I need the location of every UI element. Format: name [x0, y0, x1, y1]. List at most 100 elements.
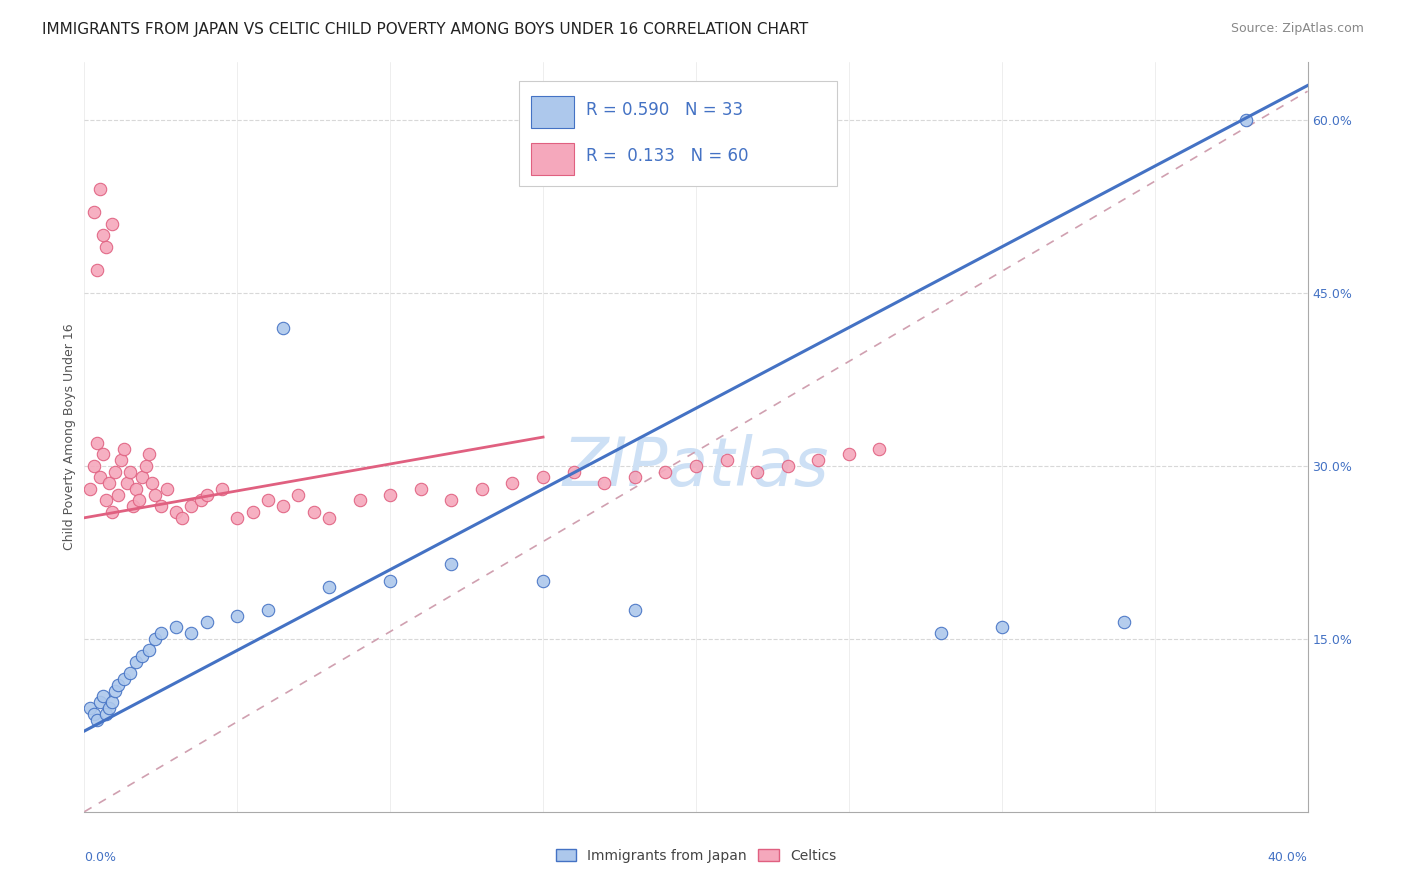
Point [94, 493, 117, 508]
Point [838, 447, 860, 461]
Point [149, 626, 172, 640]
Point [89, 695, 111, 709]
Text: IMMIGRANTS FROM JAPAN VS CELTIC CHILD POVERTY AMONG BOYS UNDER 16 CORRELATION CH: IMMIGRANTS FROM JAPAN VS CELTIC CHILD PO… [42, 22, 808, 37]
Point [94, 240, 117, 254]
Point [86, 713, 108, 727]
Point [97, 701, 120, 715]
Text: R = 0.590   N = 33: R = 0.590 N = 33 [586, 101, 742, 119]
Point [120, 666, 142, 681]
Point [531, 574, 554, 589]
Point [409, 482, 432, 496]
Point [242, 505, 264, 519]
Point [101, 505, 124, 519]
Point [211, 482, 233, 496]
Point [226, 608, 249, 623]
Point [141, 476, 163, 491]
Point [991, 620, 1014, 634]
Point [195, 615, 218, 629]
Point [502, 476, 524, 491]
Point [716, 453, 738, 467]
Point [190, 493, 212, 508]
Point [112, 672, 135, 686]
Point [83, 706, 105, 721]
Text: Source: ZipAtlas.com: Source: ZipAtlas.com [1230, 22, 1364, 36]
Point [135, 458, 157, 473]
Point [122, 500, 145, 514]
Y-axis label: Child Poverty Among Boys Under 16: Child Poverty Among Boys Under 16 [63, 324, 76, 550]
Point [349, 493, 371, 508]
Point [86, 435, 108, 450]
Point [318, 510, 340, 524]
Point [107, 678, 129, 692]
Point [380, 574, 402, 589]
Point [271, 500, 294, 514]
Point [180, 626, 202, 640]
Point [531, 470, 554, 484]
Point [115, 476, 138, 491]
Point [112, 442, 135, 456]
Point [149, 500, 172, 514]
Point [107, 488, 129, 502]
Point [1236, 113, 1258, 128]
Point [257, 493, 280, 508]
Point [624, 603, 647, 617]
Point [380, 488, 402, 502]
Point [685, 458, 707, 473]
Point [143, 632, 166, 646]
Point [257, 603, 280, 617]
Point [138, 643, 160, 657]
Point [869, 442, 891, 456]
Point [287, 488, 309, 502]
Point [125, 482, 148, 496]
Point [101, 695, 124, 709]
Text: ZIPatlas: ZIPatlas [562, 434, 830, 500]
Text: 40.0%: 40.0% [1268, 851, 1308, 863]
FancyBboxPatch shape [519, 81, 837, 186]
Point [131, 649, 153, 664]
Point [1114, 615, 1136, 629]
Point [110, 453, 132, 467]
Point [101, 217, 124, 231]
Point [131, 470, 153, 484]
Point [91, 447, 114, 461]
Point [562, 465, 585, 479]
Point [593, 476, 616, 491]
Point [471, 482, 494, 496]
Point [172, 510, 194, 524]
Point [138, 447, 160, 461]
Point [125, 655, 148, 669]
Point [128, 493, 150, 508]
Point [86, 263, 108, 277]
Point [180, 500, 202, 514]
Point [195, 488, 218, 502]
Point [929, 626, 952, 640]
FancyBboxPatch shape [531, 144, 574, 175]
Point [165, 620, 187, 634]
Point [91, 690, 114, 704]
Point [143, 488, 166, 502]
Text: R =  0.133   N = 60: R = 0.133 N = 60 [586, 147, 748, 165]
Point [89, 182, 111, 196]
Point [440, 557, 463, 571]
Point [226, 510, 249, 524]
Point [79, 482, 101, 496]
Point [165, 505, 187, 519]
Point [302, 505, 325, 519]
Point [89, 470, 111, 484]
Point [271, 320, 294, 334]
Point [807, 453, 830, 467]
Point [156, 482, 179, 496]
Legend: Immigrants from Japan, Celtics: Immigrants from Japan, Celtics [550, 843, 842, 869]
Point [104, 465, 127, 479]
Point [624, 470, 647, 484]
Point [120, 465, 142, 479]
Point [654, 465, 676, 479]
Point [83, 205, 105, 219]
Point [94, 706, 117, 721]
Point [440, 493, 463, 508]
Point [776, 458, 799, 473]
Point [79, 701, 101, 715]
Point [318, 580, 340, 594]
Point [91, 228, 114, 243]
Text: 0.0%: 0.0% [84, 851, 117, 863]
